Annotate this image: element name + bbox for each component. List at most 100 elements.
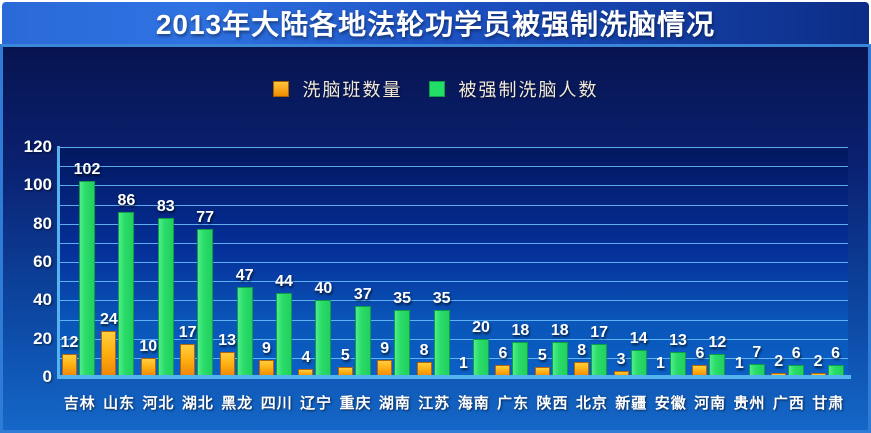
y-axis-tick-label: 20 (33, 328, 52, 348)
x-axis-label: 湖北 (181, 395, 214, 412)
gridline (60, 338, 848, 340)
bar-washing-classes (416, 362, 432, 377)
legend-label: 洗脑班数量 (302, 80, 403, 100)
bar-forced-people (118, 212, 135, 377)
value-label: 9 (380, 340, 390, 357)
title-bar: 2013年大陆各地法轮功学员被强制洗脑情况 (2, 2, 869, 44)
bar-washing-classes (101, 331, 117, 377)
value-label: 37 (353, 286, 372, 303)
x-axis-label: 河北 (142, 395, 175, 412)
value-label: 6 (695, 345, 705, 362)
x-axis-labels: 吉林 山东 河北 湖北 黑龙 四川 辽宁 重庆 湖南 江苏 海南 广东 陕西 北京 新疆 安徽 河南 贵州 广西 甘肃 (60, 392, 848, 416)
value-label: 86 (117, 192, 136, 209)
x-axis-label: 河南 (694, 395, 727, 412)
bar-forced-people (551, 342, 568, 377)
bar-forced-people (276, 293, 292, 377)
bar-forced-people (315, 300, 332, 377)
bar-washing-classes (613, 371, 629, 377)
x-axis-line (57, 375, 851, 379)
bar-forced-people (512, 342, 529, 377)
value-label: 47 (235, 267, 254, 284)
bar-forced-people (709, 354, 726, 377)
y-axis-tick-label: 120 (23, 137, 52, 156)
x-axis-label: 北京 (575, 395, 608, 412)
gridline (60, 300, 848, 302)
value-label: 18 (550, 322, 569, 339)
x-axis-label: 广西 (772, 395, 805, 412)
bar-forced-people (433, 310, 450, 377)
bar-forced-people (827, 365, 844, 377)
gridline (60, 242, 848, 244)
value-label: 7 (752, 344, 762, 361)
value-label: 13 (218, 332, 236, 349)
value-label: 14 (629, 330, 648, 347)
gridline (60, 223, 848, 225)
page-title: 2013年大陆各地法轮功学员被强制洗脑情况 (155, 9, 716, 40)
bar-forced-people (591, 344, 608, 377)
bar-forced-people (473, 339, 489, 377)
bar-forced-people (748, 364, 765, 377)
x-axis-label: 海南 (457, 395, 490, 412)
value-label: 2 (813, 353, 823, 370)
value-label: 1 (656, 355, 665, 372)
value-label: 83 (156, 198, 175, 215)
x-axis-label: 湖南 (378, 395, 411, 412)
x-axis-label: 广东 (497, 395, 530, 412)
x-axis-label: 甘肃 (812, 395, 845, 412)
x-axis-label: 重庆 (339, 395, 372, 412)
value-label: 6 (791, 345, 801, 362)
bar-washing-classes (574, 362, 590, 377)
bar-forced-people (157, 218, 174, 377)
x-axis-label: 辽宁 (300, 395, 333, 412)
x-axis-label: 山东 (103, 395, 136, 412)
gridline (60, 319, 848, 321)
bar-forced-people (79, 181, 95, 377)
value-label: 8 (419, 342, 429, 359)
x-axis-label: 安徽 (654, 395, 687, 412)
bar-forced-people (788, 365, 805, 377)
value-label: 5 (340, 347, 350, 364)
bar-washing-classes (180, 344, 196, 377)
bar-forced-people (670, 352, 686, 377)
value-label: 77 (196, 209, 215, 226)
x-axis-label: 贵州 (733, 395, 766, 412)
green-swatch-icon (428, 81, 445, 97)
orange-swatch-icon (272, 81, 289, 97)
legend-item-forced-people: 被强制洗脑人数 (428, 76, 599, 102)
y-axis-tick-label: 100 (23, 175, 52, 195)
gridline (60, 204, 848, 206)
value-label: 2 (774, 353, 784, 370)
value-label: 20 (472, 319, 490, 336)
value-label: 1 (459, 355, 468, 372)
value-label: 35 (432, 290, 451, 307)
value-label: 18 (511, 322, 530, 339)
gridline (60, 357, 848, 359)
x-axis-label: 吉林 (63, 395, 96, 412)
value-label: 17 (178, 324, 197, 341)
value-label: 13 (669, 332, 687, 349)
gridline (60, 166, 848, 168)
value-label: 4 (301, 349, 311, 366)
value-label: 12 (60, 334, 79, 351)
y-axis-tick-label: 80 (33, 213, 52, 233)
plot-area: 12 102 24 86 10 83 17 77 13 47 9 44 4 40 5 37 9 35 8 35 1 20 6… (60, 147, 848, 377)
value-label: 6 (831, 345, 841, 362)
y-axis-tick-label: 60 (33, 252, 52, 271)
bar-washing-classes (298, 369, 314, 377)
bar-washing-classes (337, 367, 353, 377)
bar-forced-people (394, 310, 411, 377)
bar-washing-classes (219, 352, 235, 377)
bar-washing-classes (140, 358, 156, 377)
bar-washing-classes (495, 365, 511, 377)
x-axis-label: 新疆 (615, 395, 648, 412)
x-axis-label: 陕西 (536, 395, 569, 412)
bar-washing-classes (534, 367, 550, 377)
value-label: 6 (498, 345, 508, 362)
bar-washing-classes (62, 354, 77, 377)
bar-washing-classes (377, 360, 393, 377)
value-label: 8 (577, 342, 587, 359)
gridline (60, 262, 848, 263)
legend-label: 被强制洗脑人数 (458, 80, 599, 100)
value-label: 3 (616, 351, 626, 368)
y-axis-tick-label: 0 (42, 367, 52, 386)
